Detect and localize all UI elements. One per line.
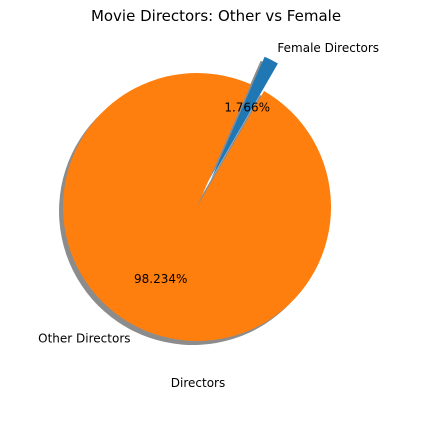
slice-pct-label-0: 1.766% [224,101,270,115]
slice-pct-label-1: 98.234% [134,272,187,286]
slice-label-1: Other Directors [38,332,130,346]
slice-label-0: Female Directors [277,41,379,55]
pie-layer: Female Directors 1.766% Other Directors 98.… [38,41,379,346]
x-axis-label: Directors [171,376,225,390]
chart-title: Movie Directors: Other vs Female [91,7,341,25]
pie-slice-other-directors [63,73,331,341]
